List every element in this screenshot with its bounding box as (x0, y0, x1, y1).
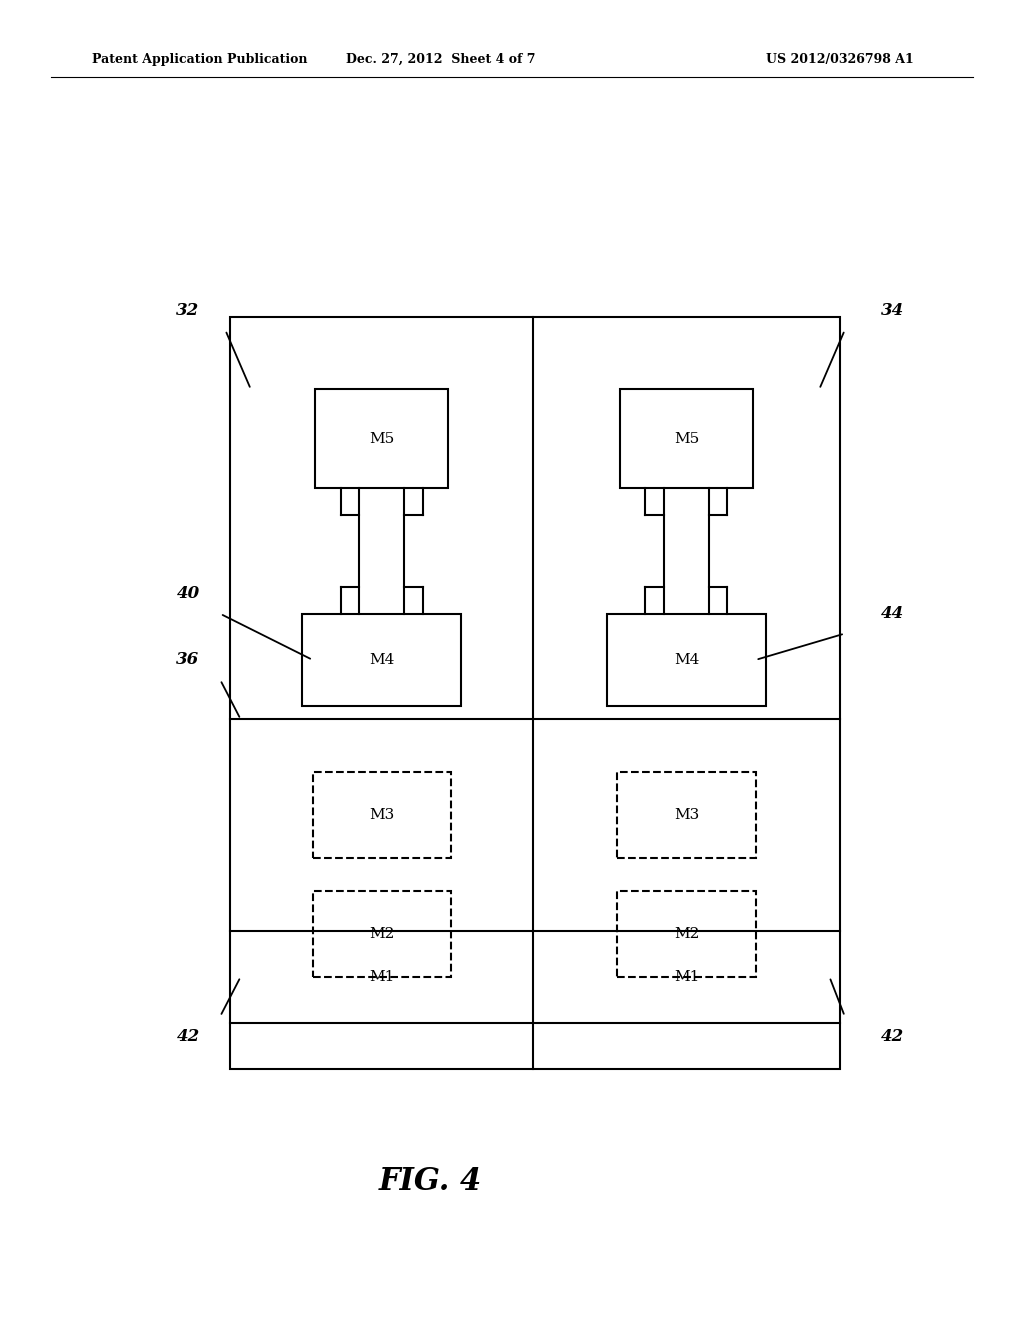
Text: Patent Application Publication: Patent Application Publication (92, 53, 307, 66)
Text: M3: M3 (370, 808, 394, 822)
Text: 34: 34 (881, 302, 904, 318)
Bar (312, 772, 451, 858)
Bar (617, 772, 756, 858)
Text: M1: M1 (369, 970, 394, 983)
Text: M2: M2 (674, 927, 699, 941)
Text: M5: M5 (370, 432, 394, 446)
Text: 44: 44 (881, 606, 904, 622)
Text: M5: M5 (674, 432, 699, 446)
Text: FIG. 4: FIG. 4 (379, 1166, 481, 1197)
Text: 32: 32 (176, 302, 200, 318)
Text: 40: 40 (176, 586, 200, 602)
Text: 42: 42 (176, 1028, 200, 1044)
Bar (617, 891, 756, 977)
Text: Dec. 27, 2012  Sheet 4 of 7: Dec. 27, 2012 Sheet 4 of 7 (345, 53, 536, 66)
Text: M3: M3 (674, 808, 699, 822)
Bar (315, 389, 449, 488)
Text: 36: 36 (176, 652, 200, 668)
Text: M1: M1 (674, 970, 699, 983)
Text: M4: M4 (369, 653, 394, 667)
Bar (620, 389, 753, 488)
Bar (302, 614, 461, 706)
Text: US 2012/0326798 A1: US 2012/0326798 A1 (766, 53, 913, 66)
Text: M4: M4 (674, 653, 699, 667)
FancyBboxPatch shape (230, 317, 840, 1069)
Text: 42: 42 (881, 1028, 904, 1044)
Bar (607, 614, 766, 706)
Text: M2: M2 (369, 927, 394, 941)
Bar (312, 891, 451, 977)
